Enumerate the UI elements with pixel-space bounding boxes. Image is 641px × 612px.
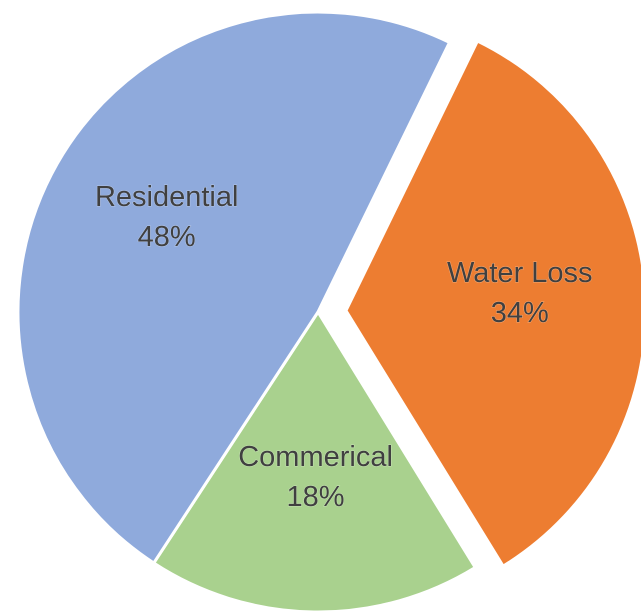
data-label-commerical: Commerical 18% bbox=[238, 441, 393, 513]
pie-slices bbox=[16, 10, 641, 612]
slice-percent-label: 48% bbox=[138, 221, 196, 253]
slice-name-label: Residential bbox=[95, 181, 238, 213]
slice-percent-label: 18% bbox=[287, 481, 345, 513]
pie-slice-water-loss bbox=[344, 39, 641, 568]
pie-slice-residential bbox=[16, 10, 452, 565]
slice-name-label: Commerical bbox=[238, 441, 393, 473]
slice-name-label: Water Loss bbox=[447, 257, 593, 289]
data-label-water-loss: Water Loss 34% bbox=[447, 257, 593, 329]
pie-labels: Water Loss 34% Commerical 18% Residential 48% bbox=[94, 181, 593, 514]
slice-percent-label: 34% bbox=[491, 297, 549, 329]
data-label-residential: Residential 48% bbox=[95, 181, 238, 253]
